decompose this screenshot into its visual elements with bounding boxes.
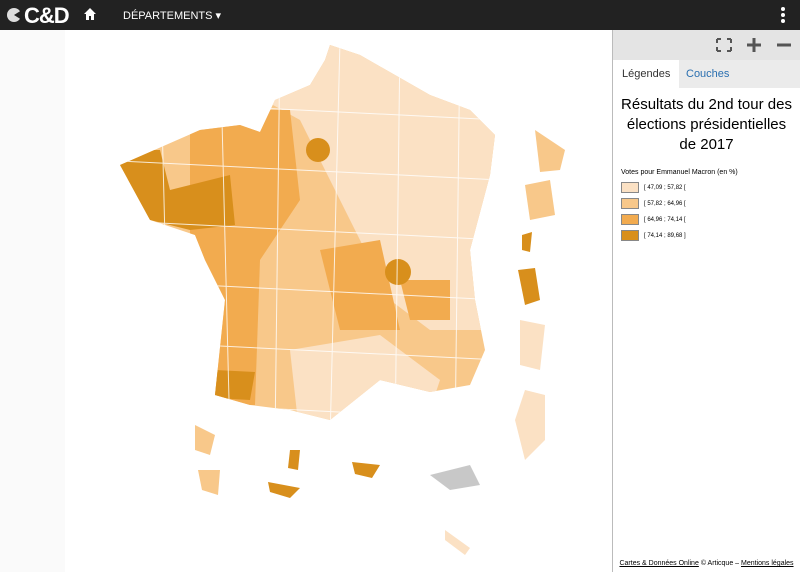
departement[interactable] <box>100 150 235 230</box>
toolbar <box>613 30 800 60</box>
tab-couches[interactable]: Couches <box>686 68 730 80</box>
territoire[interactable] <box>445 530 470 555</box>
departement[interactable] <box>400 280 450 320</box>
legend-items: [ 47,09 ; 57,82 [ [ 57,82 ; 64,96 [ [ 64,9… <box>613 182 800 241</box>
territoire[interactable] <box>268 482 300 498</box>
zoom-in-button[interactable] <box>747 38 761 52</box>
territoire[interactable] <box>525 180 555 220</box>
territoire[interactable] <box>288 450 300 470</box>
legend-swatch <box>621 230 639 241</box>
departement[interactable] <box>306 138 330 162</box>
top-bar: C&D DÉPARTEMENTS ▾ <box>0 0 800 30</box>
map[interactable] <box>0 30 612 572</box>
legend-title: Résultats du 2nd tour des élections prés… <box>621 96 792 153</box>
fullscreen-button[interactable] <box>716 38 732 52</box>
territoire-sans-donnee[interactable] <box>430 465 480 490</box>
legend-swatch <box>621 198 639 209</box>
side-panel: Légendes Couches Résultats du 2nd tour d… <box>612 30 800 572</box>
departement[interactable] <box>320 240 400 330</box>
footer-link[interactable]: Cartes & Données Online <box>619 560 699 567</box>
territoire[interactable] <box>520 320 545 370</box>
toolbar-icons <box>716 38 791 52</box>
legal-link[interactable]: Mentions légales <box>741 560 794 567</box>
home-icon[interactable] <box>83 7 97 21</box>
legend-label: [ 57,82 ; 64,96 [ <box>644 200 686 207</box>
menu-label[interactable]: DÉPARTEMENTS <box>123 10 213 22</box>
logo[interactable]: C&D <box>24 3 70 28</box>
legend-item: [ 74,14 ; 89,68 ] <box>621 230 800 241</box>
legend-item: [ 57,82 ; 64,96 [ <box>621 198 800 209</box>
legend-swatch <box>621 214 639 225</box>
menu-departements[interactable]: DÉPARTEMENTS ▾ <box>123 10 222 22</box>
territoire[interactable] <box>518 268 540 305</box>
copyright: © Articque – <box>700 560 740 567</box>
territoire[interactable] <box>535 130 565 172</box>
footer: Cartes & Données Online © Articque – Men… <box>612 556 800 572</box>
legend-subtitle: Votes pour Emmanuel Macron (en %) <box>621 169 738 176</box>
departement[interactable] <box>385 259 411 285</box>
tabs: Légendes Couches <box>613 60 800 88</box>
legend-item: [ 64,96 ; 74,14 [ <box>621 214 800 225</box>
legend-label: [ 74,14 ; 89,68 ] <box>644 232 686 239</box>
logo-icon <box>7 8 22 22</box>
departement[interactable] <box>215 370 255 400</box>
map-area[interactable] <box>0 30 612 572</box>
tab-legendes[interactable]: Légendes <box>613 60 680 88</box>
departement[interactable] <box>255 40 500 330</box>
territoire[interactable] <box>352 462 380 478</box>
legend-label: [ 47,09 ; 57,82 [ <box>644 184 686 191</box>
legend-swatch <box>621 182 639 193</box>
legend-label: [ 64,96 ; 74,14 [ <box>644 216 686 223</box>
territoire[interactable] <box>195 425 215 455</box>
territoire[interactable] <box>198 470 220 495</box>
territoire[interactable] <box>522 232 532 252</box>
legend-item: [ 47,09 ; 57,82 [ <box>621 182 800 193</box>
more-icon[interactable] <box>780 7 786 23</box>
corse[interactable] <box>515 390 545 460</box>
